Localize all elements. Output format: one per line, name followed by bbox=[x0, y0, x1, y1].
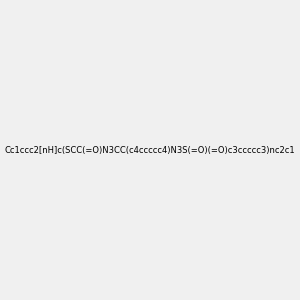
Text: Cc1ccc2[nH]c(SCC(=O)N3CC(c4ccccc4)N3S(=O)(=O)c3ccccc3)nc2c1: Cc1ccc2[nH]c(SCC(=O)N3CC(c4ccccc4)N3S(=O… bbox=[5, 146, 295, 154]
